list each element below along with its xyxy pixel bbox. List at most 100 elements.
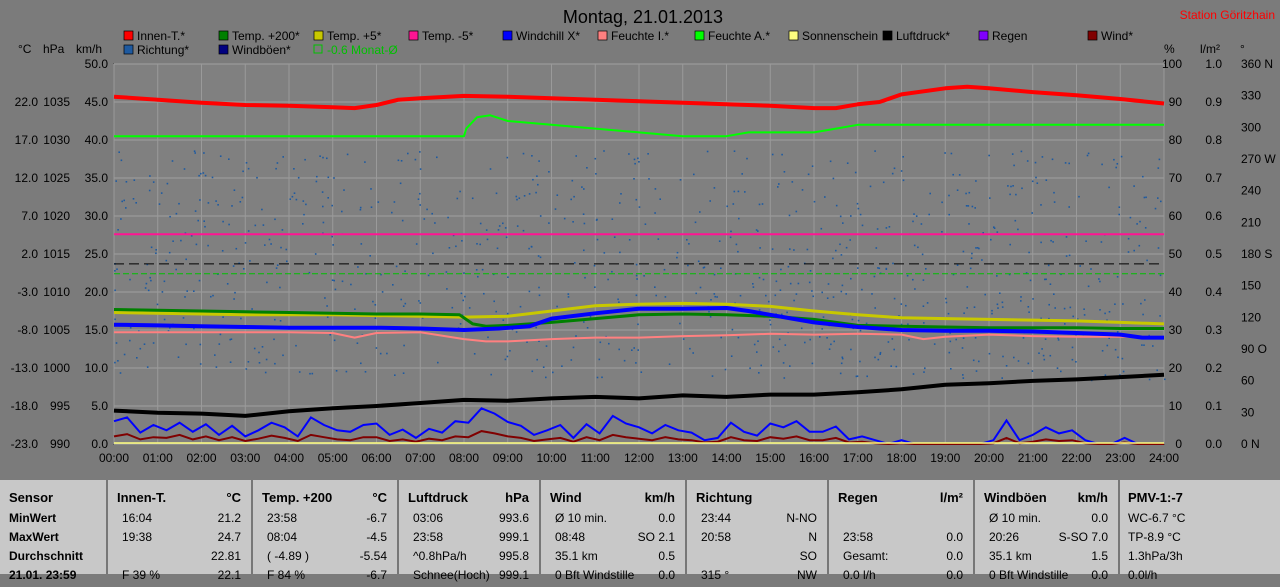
direction-dot: [304, 158, 306, 161]
direction-dot: [143, 343, 146, 345]
direction-dot: [1121, 357, 1124, 360]
y-tick-kmh: 50.0: [85, 57, 109, 71]
direction-dot: [249, 260, 251, 262]
direction-dot: [185, 343, 187, 346]
direction-dot: [402, 305, 405, 307]
y-tick-celsius: 2.0: [21, 247, 38, 261]
direction-dot: [273, 338, 275, 341]
direction-dot: [635, 274, 638, 277]
direction-dot: [839, 372, 842, 375]
direction-dot: [618, 348, 620, 351]
direction-dot: [840, 254, 843, 256]
direction-dot: [654, 212, 656, 214]
direction-dot: [1083, 308, 1085, 310]
x-tick-label: 20:00: [974, 451, 1004, 465]
direction-dot: [1020, 150, 1023, 153]
legend-swatch: [313, 44, 323, 54]
direction-dot: [1087, 285, 1090, 288]
pmv-title: PMV-1:-7: [1128, 490, 1183, 505]
direction-dot: [1036, 182, 1039, 184]
direction-dot: [878, 267, 881, 270]
direction-dot: [419, 302, 422, 304]
direction-dot: [114, 318, 116, 321]
direction-dot: [583, 321, 585, 323]
direction-dot: [245, 162, 248, 164]
legend-label: Innen-T.*: [137, 29, 185, 43]
direction-dot: [185, 258, 187, 261]
direction-dot: [463, 272, 465, 274]
direction-dot: [419, 168, 422, 170]
direction-dot: [497, 229, 500, 231]
direction-dot: [1086, 154, 1089, 157]
y-tick-hpa: 1030: [43, 133, 70, 147]
direction-dot: [965, 205, 968, 207]
direction-dot: [152, 342, 155, 344]
direction-dot: [197, 219, 199, 222]
direction-dot: [244, 242, 247, 244]
direction-dot: [731, 328, 734, 331]
direction-dot: [839, 215, 842, 218]
direction-dot: [599, 341, 602, 344]
direction-dot: [929, 192, 931, 195]
direction-dot: [129, 339, 131, 342]
direction-dot: [150, 246, 153, 249]
direction-dot: [380, 273, 382, 276]
direction-dot: [1064, 323, 1066, 325]
direction-dot: [586, 167, 588, 169]
direction-dot: [900, 303, 903, 305]
cell-value: 999.1: [498, 568, 529, 582]
direction-dot: [778, 338, 781, 341]
y-tick-degree: 360 N: [1241, 57, 1273, 71]
direction-dot: [1044, 278, 1046, 281]
direction-dot: [720, 267, 722, 270]
direction-dot: [781, 153, 783, 156]
direction-dot: [982, 232, 984, 234]
direction-dot: [1146, 259, 1148, 262]
direction-dot: [1035, 176, 1037, 179]
direction-dot: [682, 338, 685, 340]
direction-dot: [1031, 212, 1033, 214]
y-tick-hpa: 1035: [43, 95, 70, 109]
direction-dot: [996, 231, 999, 233]
cell-value: -6.7: [366, 568, 387, 582]
cell-value: 1.5: [1091, 549, 1108, 563]
direction-dot: [1048, 303, 1050, 306]
direction-dot: [787, 332, 789, 334]
direction-dot: [1001, 306, 1004, 308]
column-title: Temp. +200: [262, 490, 333, 505]
stats-column: Regen l/m² 23:58 0.0 Gesamt: 0.0 0.0 l/h 0.0: [829, 480, 975, 582]
direction-dot: [180, 239, 182, 242]
legend-swatch: [788, 30, 799, 41]
direction-dot: [570, 359, 573, 361]
direction-dot: [375, 347, 378, 349]
y-tick-kmh: 40.0: [85, 133, 109, 147]
direction-dot: [392, 284, 394, 286]
direction-dot: [204, 174, 207, 177]
direction-dot: [487, 336, 489, 339]
direction-dot: [1139, 220, 1141, 223]
direction-dot: [1077, 318, 1079, 320]
column-title: Luftdruck: [408, 490, 468, 505]
direction-dot: [617, 298, 619, 301]
direction-dot: [975, 370, 978, 372]
direction-dot: [1022, 337, 1025, 339]
direction-dot: [1116, 276, 1119, 278]
direction-dot: [148, 189, 151, 192]
direction-dot: [183, 168, 186, 170]
direction-dot: [783, 171, 786, 173]
direction-dot: [1117, 356, 1119, 359]
direction-dot: [713, 293, 716, 295]
direction-dot: [1064, 162, 1067, 164]
direction-dot: [859, 360, 861, 363]
direction-dot: [226, 283, 229, 285]
direction-dot: [1025, 272, 1028, 274]
direction-dot: [495, 310, 497, 313]
x-tick-label: 12:00: [624, 451, 654, 465]
direction-dot: [400, 160, 403, 162]
cell-label: 20:58: [701, 530, 732, 544]
direction-dot: [710, 299, 712, 301]
cell-label: 16:04: [122, 511, 153, 525]
direction-dot: [1013, 356, 1015, 359]
direction-dot: [379, 352, 382, 355]
y-tick-percent: 90: [1169, 95, 1183, 109]
